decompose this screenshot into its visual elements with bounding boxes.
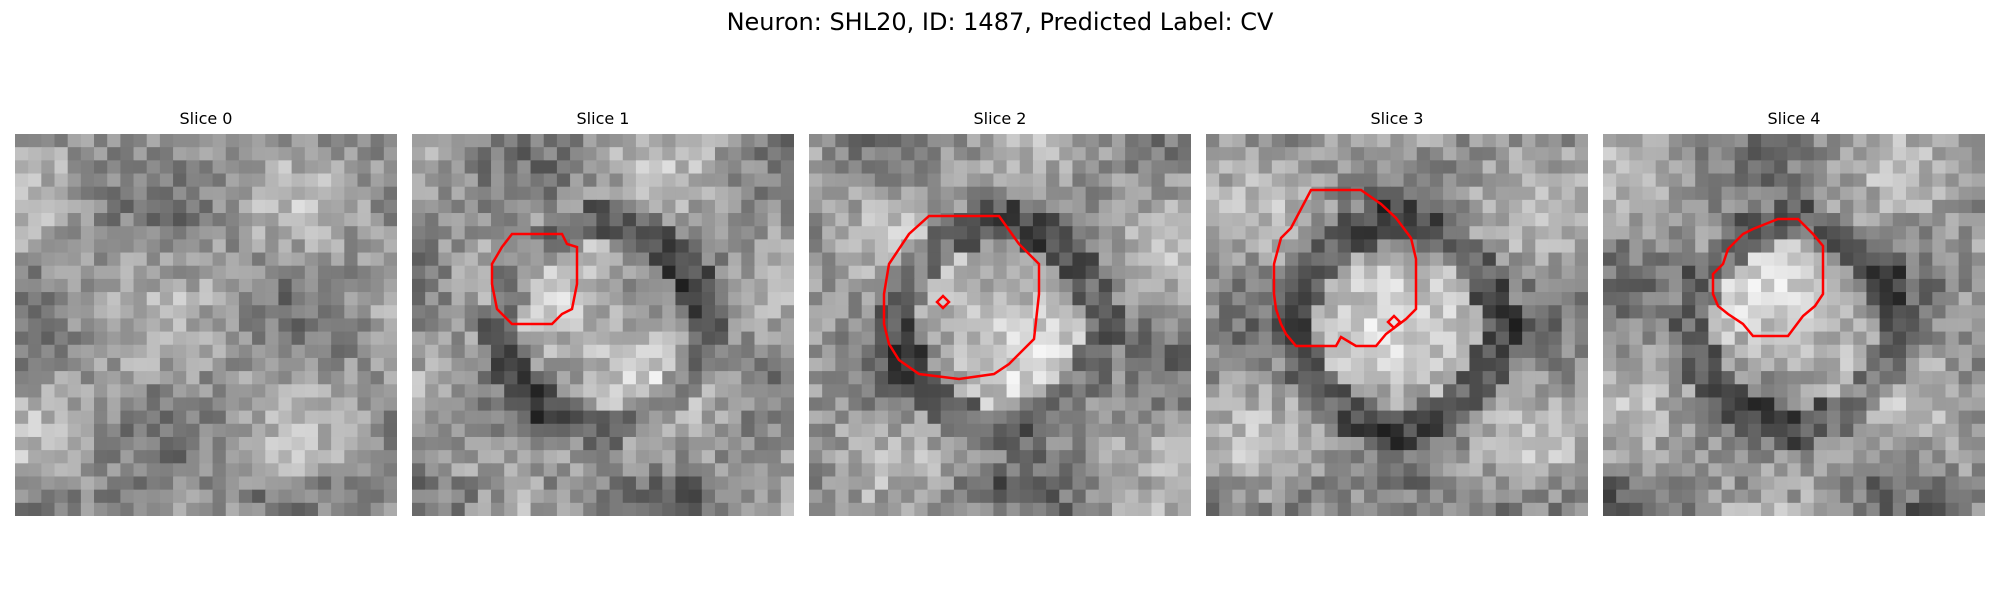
slice-title: Slice 0: [179, 109, 233, 128]
slice-panel-0: Slice 0: [15, 110, 397, 516]
pixel-grid: [809, 134, 1191, 516]
segmentation-contour: [882, 214, 1041, 381]
slice-panel-1: Slice 1: [412, 110, 794, 516]
slice-panel-2: Slice 2: [809, 110, 1191, 516]
pixel-grid: [15, 134, 397, 516]
slice-title: Slice 2: [973, 109, 1027, 128]
slice-panel-3: Slice 3: [1206, 110, 1588, 516]
segmentation-contour: [1386, 314, 1402, 330]
slice-title: Slice 4: [1767, 109, 1821, 128]
segmentation-contour: [935, 294, 951, 310]
pixel-grid: [412, 134, 794, 516]
slice-image: [1206, 134, 1588, 516]
segmentation-contour: [1272, 188, 1418, 348]
slice-image: [809, 134, 1191, 516]
slice-image: [1603, 134, 1985, 516]
slice-panel-4: Slice 4: [1603, 110, 1985, 516]
pixel-grid: [1603, 134, 1985, 516]
figure-title: Neuron: SHL20, ID: 1487, Predicted Label…: [726, 8, 1274, 36]
slice-image: [412, 134, 794, 516]
slice-image: [15, 134, 397, 516]
segmentation-contour: [490, 232, 579, 326]
pixel-grid: [1206, 134, 1588, 516]
slice-title: Slice 3: [1370, 109, 1424, 128]
slice-title: Slice 1: [576, 109, 630, 128]
segmentation-contour: [1711, 217, 1825, 338]
